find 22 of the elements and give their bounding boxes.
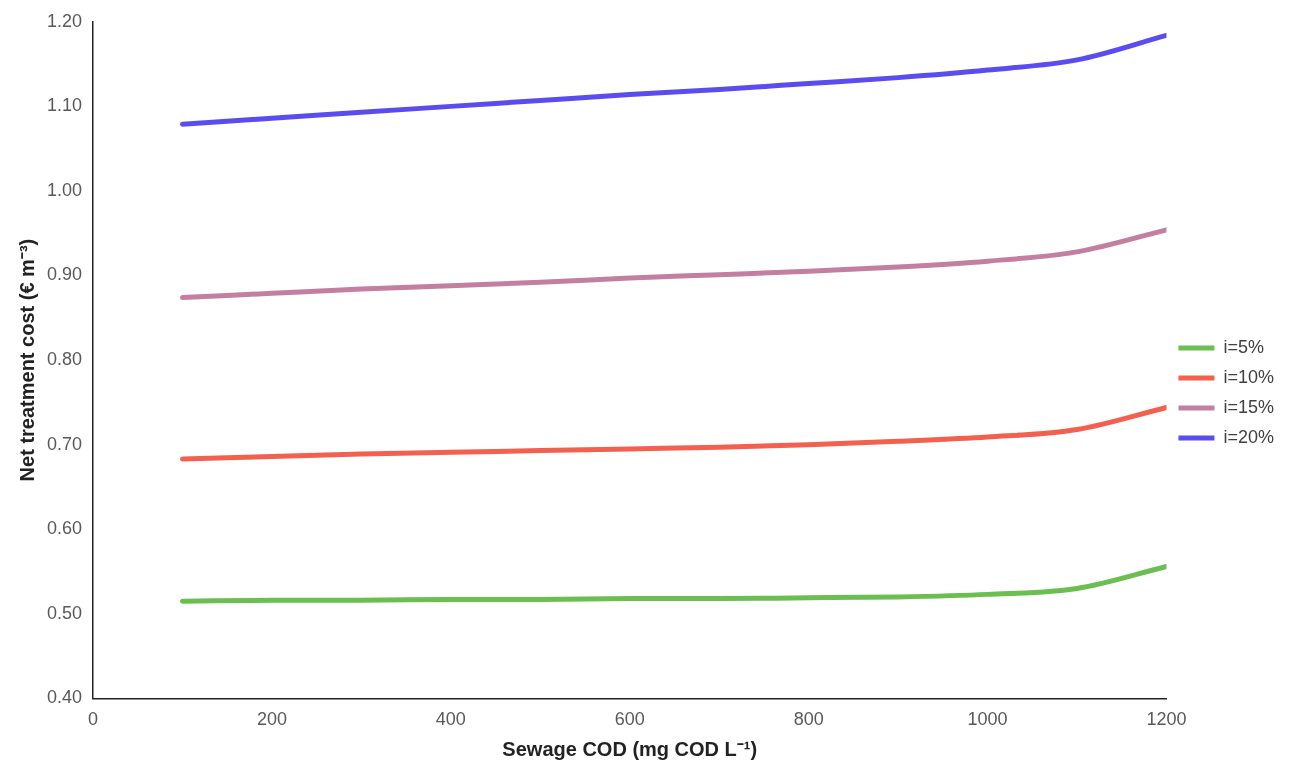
y-tick-label: 0.50 bbox=[46, 602, 83, 623]
y-tick-label: 1.00 bbox=[46, 179, 83, 200]
legend-label: i=5% bbox=[1223, 336, 1264, 357]
legend-label: i=15% bbox=[1223, 396, 1275, 417]
y-tick-label: 0.60 bbox=[46, 518, 83, 539]
y-axis-title: Net treatment cost (€ m⁻³) bbox=[15, 238, 38, 482]
legend-label: i=20% bbox=[1223, 426, 1275, 447]
x-tick-label: 800 bbox=[793, 709, 824, 730]
x-axis-title: Sewage COD (mg COD L⁻¹) bbox=[502, 737, 758, 760]
x-tick-label: 0 bbox=[88, 709, 99, 730]
x-tick-label: 400 bbox=[435, 709, 466, 730]
y-tick-label: 0.70 bbox=[46, 433, 83, 454]
x-tick-label: 600 bbox=[614, 709, 645, 730]
y-tick-label: 1.20 bbox=[46, 10, 83, 31]
x-tick-label: 1200 bbox=[1146, 709, 1187, 730]
legend-label: i=10% bbox=[1223, 366, 1275, 387]
y-tick-label: 0.80 bbox=[46, 349, 83, 370]
y-tick-label: 1.10 bbox=[46, 95, 83, 116]
x-tick-label: 1000 bbox=[967, 709, 1008, 730]
y-tick-label: 0.40 bbox=[46, 687, 83, 708]
x-tick-label: 200 bbox=[256, 709, 287, 730]
y-tick-label: 0.90 bbox=[46, 264, 83, 285]
